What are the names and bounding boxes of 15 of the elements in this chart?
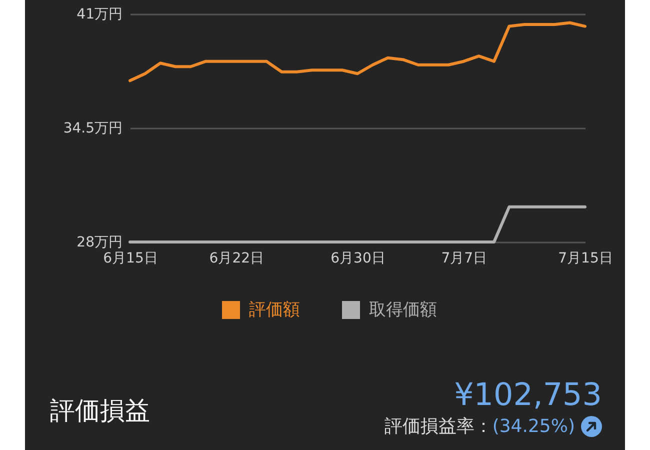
legend-label: 評価額 (249, 300, 300, 320)
x-tick-label: 6月22日 (209, 250, 264, 266)
text: ¥102,753 (454, 377, 602, 413)
y-tick-label: 34.5万円 (63, 120, 122, 136)
x-tick-label: 6月30日 (330, 250, 386, 266)
text: 評価損益率： (384, 416, 492, 437)
y-tick-label: 41万円 (76, 6, 122, 22)
x-tick-label: 7月15日 (558, 250, 613, 266)
x-tick-label: 6月15日 (103, 250, 158, 266)
line-series (128, 21, 586, 82)
y-tick-label: 28万円 (76, 234, 122, 250)
text: 評価損益 (50, 396, 150, 425)
legend-label: 取得価額 (369, 300, 437, 320)
x-tick-label: 7月7日 (441, 250, 488, 266)
text: (34.25%) (492, 416, 575, 437)
